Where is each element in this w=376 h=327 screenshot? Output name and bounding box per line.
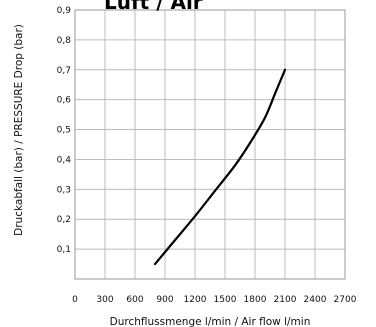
y-axis-label: Druckabfall (bar) / PRESSURE Drop (bar) bbox=[13, 24, 25, 236]
y-tick-label: 0,4 bbox=[57, 155, 72, 165]
y-tick-label: 0,6 bbox=[57, 96, 72, 106]
y-tick-label: 0,9 bbox=[57, 6, 72, 16]
y-tick-label: 0,7 bbox=[57, 66, 71, 76]
x-tick-label: 1500 bbox=[214, 295, 237, 305]
y-tick-label: 0,2 bbox=[57, 215, 71, 225]
x-tick-labels: 0 300 600 900 1200 1500 1800 2100 2400 2700 bbox=[72, 295, 357, 305]
x-tick-label: 2400 bbox=[304, 295, 327, 305]
y-tick-label: 0,5 bbox=[57, 126, 71, 136]
x-tick-label: 900 bbox=[156, 295, 173, 305]
x-tick-label: 1200 bbox=[184, 295, 207, 305]
x-tick-label: 2700 bbox=[334, 295, 357, 305]
chart-title: Luft / Air bbox=[104, 0, 203, 14]
x-tick-label: 2100 bbox=[274, 295, 297, 305]
chart-series bbox=[153, 68, 287, 266]
plot-frame bbox=[74, 9, 346, 280]
series-line bbox=[153, 68, 287, 266]
x-tick-label: 1800 bbox=[244, 295, 267, 305]
y-tick-labels: 0,1 0,2 0,3 0,4 0,5 0,6 0,7 0,8 0,9 bbox=[57, 6, 72, 255]
y-tick-label: 0,3 bbox=[57, 185, 71, 195]
y-tick-label: 0,8 bbox=[57, 36, 72, 46]
x-tick-label: 600 bbox=[126, 295, 143, 305]
x-tick-label: 0 bbox=[72, 295, 78, 305]
chart-grid bbox=[74, 9, 346, 280]
x-axis-label: Durchflussmenge l/min / Air flow l/min bbox=[110, 316, 311, 327]
x-tick-label: 300 bbox=[96, 295, 113, 305]
y-tick-label: 0,1 bbox=[57, 245, 71, 255]
